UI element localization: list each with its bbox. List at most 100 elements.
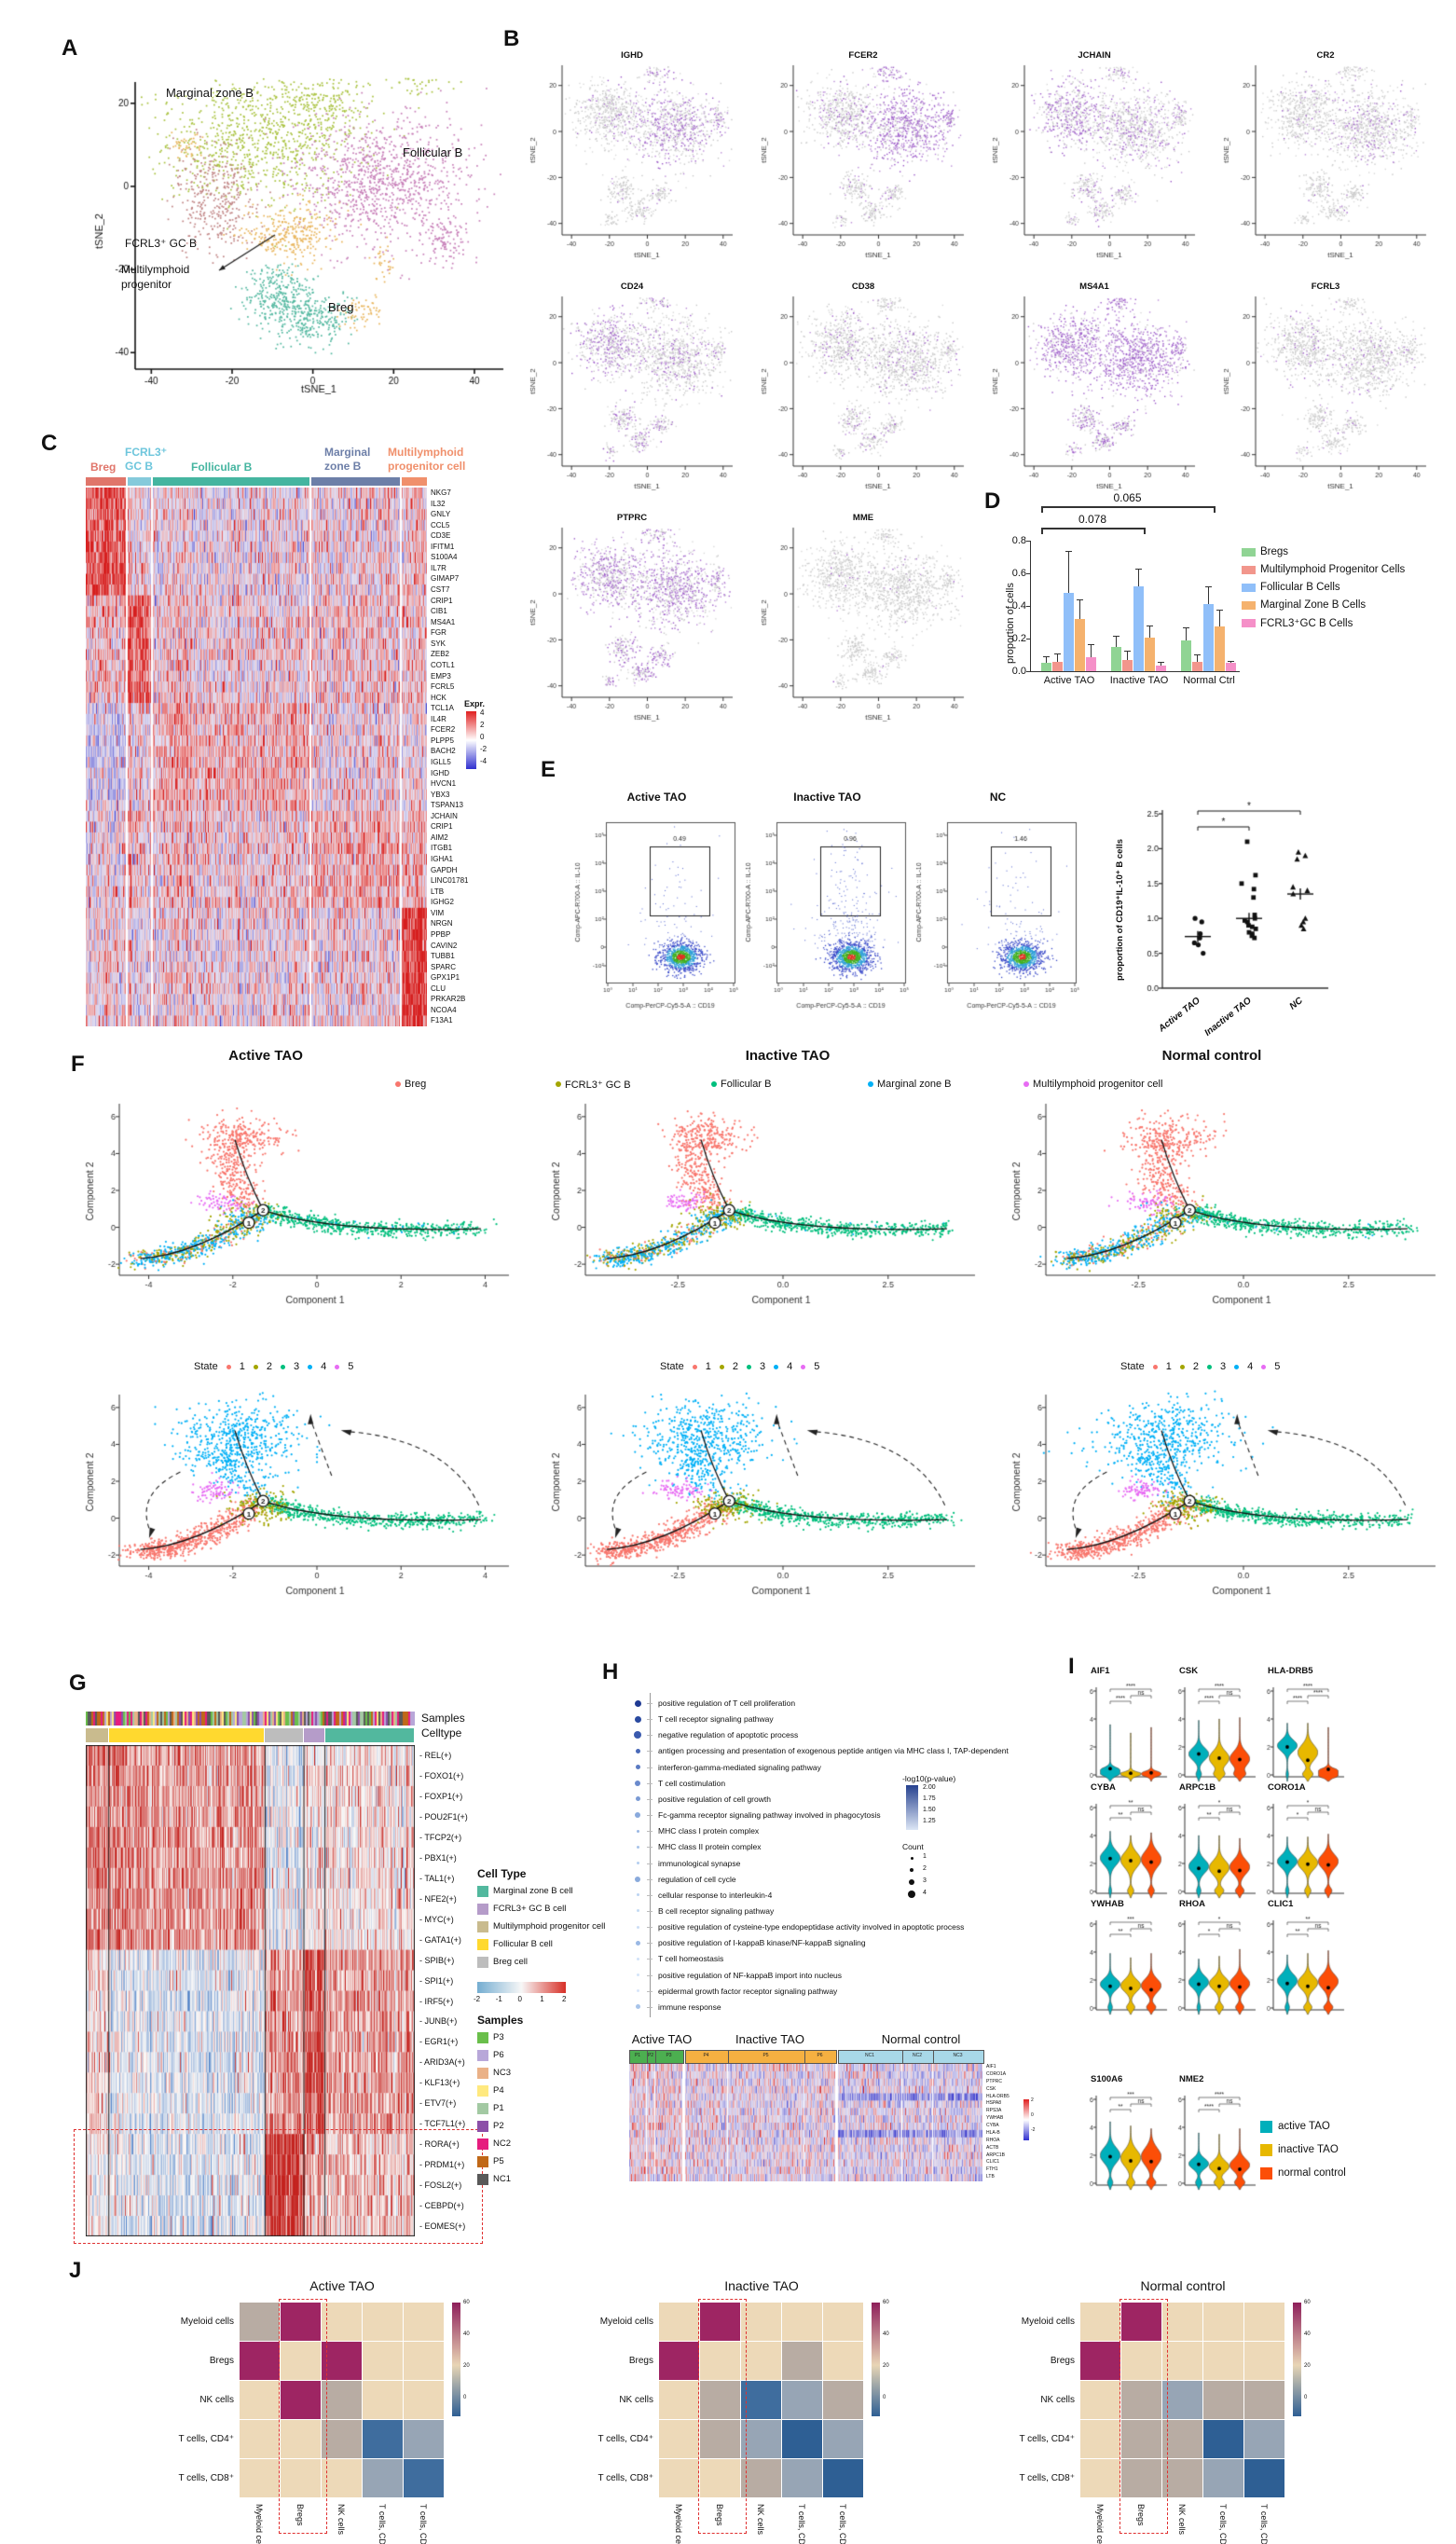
panel-F-letter: F [71,1052,85,1077]
interaction-cell [700,2420,740,2458]
violin-plot-CLIC1 [1257,1909,1346,2023]
interaction-cell [363,2459,403,2497]
interaction-cell [404,2459,444,2497]
feature-plot-PTPRC [520,524,744,733]
samples-legend-label: P1 [493,2103,504,2113]
heatmap-gene-label: GAPDH [431,865,458,874]
celltype-legend-swatch [477,1904,488,1915]
bar [1192,661,1202,671]
go-count-label: 4 [923,1890,927,1896]
bar-ytick: 0.0 [1011,666,1026,677]
interaction-cell [823,2459,863,2497]
regulon-colorbar [477,1982,566,1993]
go-pvalue-tick: 1.75 [923,1795,936,1802]
regulon-row-label: - TAL1(+) [419,1873,455,1883]
feature-plot-title: CR2 [1316,50,1335,61]
feature-plot-JCHAIN [982,62,1206,270]
interaction-breg-highlight [1119,2299,1168,2534]
interaction-cell [240,2459,280,2497]
regulon-row-label: - TFCP2(+) [419,1832,462,1842]
heatmap-gene-label: PPBP [431,929,451,939]
trajectory-title: Inactive TAO [745,1048,831,1064]
tsne-A-cluster-label: Multilymphoid [121,263,190,276]
interaction-col-label: NK cells [337,2504,346,2536]
go-tick [647,1943,652,1945]
heatmap-gene-label: CCL5 [431,520,450,529]
interaction-cell [281,2420,321,2458]
samples-legend-label: NC1 [493,2174,512,2184]
samples-legend-swatch [477,2085,488,2097]
heatmap-gene-label: S100A4 [431,553,458,562]
go-term-label: epidermal growth factor receptor signali… [658,1986,838,1996]
state-legend-title: State [1120,1361,1145,1372]
interaction-cell [1162,2342,1202,2380]
panel-C-letter: C [41,431,58,456]
trajectory-legend-item: FCRL3⁺ GC B [556,1078,714,1091]
state-label: 3 [1219,1361,1227,1372]
feature-plot-FCER2 [751,62,975,270]
interaction-cell [1121,2420,1161,2458]
violin-gene-title: CYBA [1091,1782,1116,1793]
violin-gene-title: YWHAB [1091,1899,1124,1909]
bar-errcap [1113,636,1119,638]
bar-errcap [1228,661,1234,663]
regulon-row-label: - EOMES(+) [419,2221,466,2232]
heatmap-gene-label: LINC01781 [431,876,469,886]
go-dot [636,1989,639,1993]
heatmap-gene-label: CIB1 [431,607,447,616]
interaction-cell [782,2381,822,2419]
legend-item: Multilymphoid Progenitor Cells [1242,562,1456,577]
interaction-cell [240,2303,280,2341]
deg-heatmap [629,2064,982,2181]
go-term-label: B cell receptor signaling pathway [658,1905,775,1916]
heatmap-group-label: GC B [125,460,153,473]
bar-ytickmark [1026,671,1030,672]
heatmap-gene-label: FCRL5 [431,682,455,692]
interaction-row-label: T cells, CD4⁺ [178,2434,234,2444]
bar [1086,657,1096,671]
deg-colorbar-tick: 2 [1031,2097,1034,2103]
celltype-legend-swatch [477,1939,488,1950]
regulon-row-label: - ARID3A(+) [419,2057,465,2068]
interaction-cell [1203,2459,1243,2497]
go-count-dot [908,1878,915,1886]
heatmap-gene-label: GPX1P1 [431,973,460,983]
tsne-A-cluster-label: Breg [328,300,354,314]
interaction-cell [1162,2303,1202,2341]
heatmap-group-label: Multilymphoid [388,446,464,459]
go-term-label: negative regulation of apoptotic process [658,1730,799,1740]
trajectory-title: Active TAO [228,1048,303,1064]
interaction-cell [1162,2420,1202,2458]
heatmap-group-bar [402,477,427,486]
go-term-label: antigen processing and presentation of e… [658,1746,1009,1756]
bar-errbar [1186,626,1187,640]
state-dot [801,1364,806,1369]
bar-ytickmark [1026,541,1030,542]
legend-swatch [1242,618,1256,627]
violin-plot-S100A6 [1079,2084,1169,2198]
regulon-row-label: - SPIB(+) [419,1955,455,1965]
bar-errcap [1088,644,1094,646]
go-tick [647,1751,652,1753]
heatmap-gene-label: JCHAIN [431,811,458,820]
heatmap-gene-label: NRGN [431,919,453,928]
bar-errbar [1197,653,1198,662]
go-dot [635,1765,640,1770]
interaction-cell [659,2381,699,2419]
deg-sample-block [804,2050,837,2064]
interaction-cell [1244,2303,1284,2341]
samples-legend-swatch [477,2138,488,2150]
panel-J-letter: J [69,2258,82,2283]
interaction-cell [404,2381,444,2419]
regulon-colorbar-tick: -2 [474,1995,481,2003]
bar-errcap [1205,586,1212,587]
regulon-colorbar-tick: -1 [495,1995,502,2003]
expr-legend-tick: 4 [480,708,485,717]
legend-label: Multilymphoid progenitor cell [1033,1079,1163,1090]
go-dot [635,1780,640,1786]
bar-xaxis [1030,671,1240,672]
expr-legend-tick: -2 [480,745,488,753]
state-dot [1261,1364,1267,1369]
heatmap-gene-label: PLPP5 [431,736,454,745]
trajectory-state-0 [82,1389,520,1603]
